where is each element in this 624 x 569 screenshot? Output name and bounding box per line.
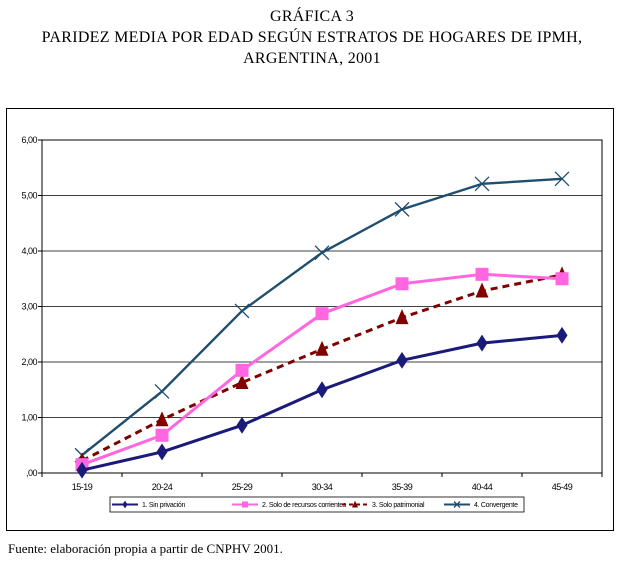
data-point: [395, 277, 409, 291]
data-point: [242, 501, 248, 508]
data-point: [316, 381, 328, 399]
data-point: [394, 201, 410, 217]
data-point: [352, 500, 358, 508]
chart-frame: [6, 108, 614, 531]
data-point: [155, 411, 169, 427]
y-tick-label: 4,00: [21, 246, 37, 256]
data-point: [235, 374, 249, 390]
data-point: [314, 245, 330, 261]
x-tick-label: 20-24: [152, 482, 173, 492]
legend-label: 1. Sin privación: [142, 502, 185, 509]
data-point: [122, 500, 128, 509]
data-point: [154, 383, 170, 399]
chart-title-block: GRÁFICA 3 PARIDEZ MEDIA POR EDAD SEGÚN E…: [0, 6, 624, 69]
x-tick-label: 40-44: [472, 482, 493, 492]
chart-title-line2: PARIDEZ MEDIA POR EDAD SEGÚN ESTRATOS DE…: [41, 29, 583, 46]
legend-label: 3. Solo patrimonial: [372, 502, 425, 509]
y-tick-label: 3,00: [21, 302, 37, 312]
data-point: [156, 443, 168, 461]
data-point: [395, 309, 409, 325]
data-point: [453, 501, 461, 508]
x-tick-label: 15-19: [72, 482, 93, 492]
chart-title-line3: ARGENTINA, 2001: [243, 50, 381, 67]
x-tick-label: 30-34: [312, 482, 333, 492]
data-point: [236, 416, 248, 434]
data-point: [476, 334, 488, 352]
data-point: [234, 303, 250, 319]
chart-title-line1: GRÁFICA 3: [269, 8, 355, 25]
data-point: [474, 176, 490, 192]
data-point: [475, 267, 489, 281]
legend-label: 4. Convergente: [474, 502, 518, 509]
y-tick-label: ,00: [26, 468, 38, 478]
y-tick-label: 1,00: [21, 413, 37, 423]
y-tick-label: 5,00: [21, 191, 37, 201]
data-point: [396, 351, 408, 369]
data-point: [315, 307, 329, 321]
data-point: [556, 326, 568, 344]
data-point: [155, 428, 169, 442]
y-tick-label: 6,00: [21, 135, 37, 145]
legend-box: [109, 496, 525, 513]
source-note: Fuente: elaboración propia a partir de C…: [8, 541, 283, 556]
x-tick-label: 25-29: [232, 482, 253, 492]
data-point: [475, 282, 489, 298]
data-point: [76, 461, 88, 479]
data-point: [315, 340, 329, 356]
data-point: [554, 171, 570, 187]
x-tick-label: 35-39: [392, 482, 413, 492]
data-point: [235, 363, 249, 377]
legend-label: 2. Solo de recursos corrientes: [262, 502, 347, 509]
data-point: [555, 272, 569, 286]
y-tick-label: 2,00: [21, 357, 37, 367]
x-tick-label: 45-49: [552, 482, 573, 492]
